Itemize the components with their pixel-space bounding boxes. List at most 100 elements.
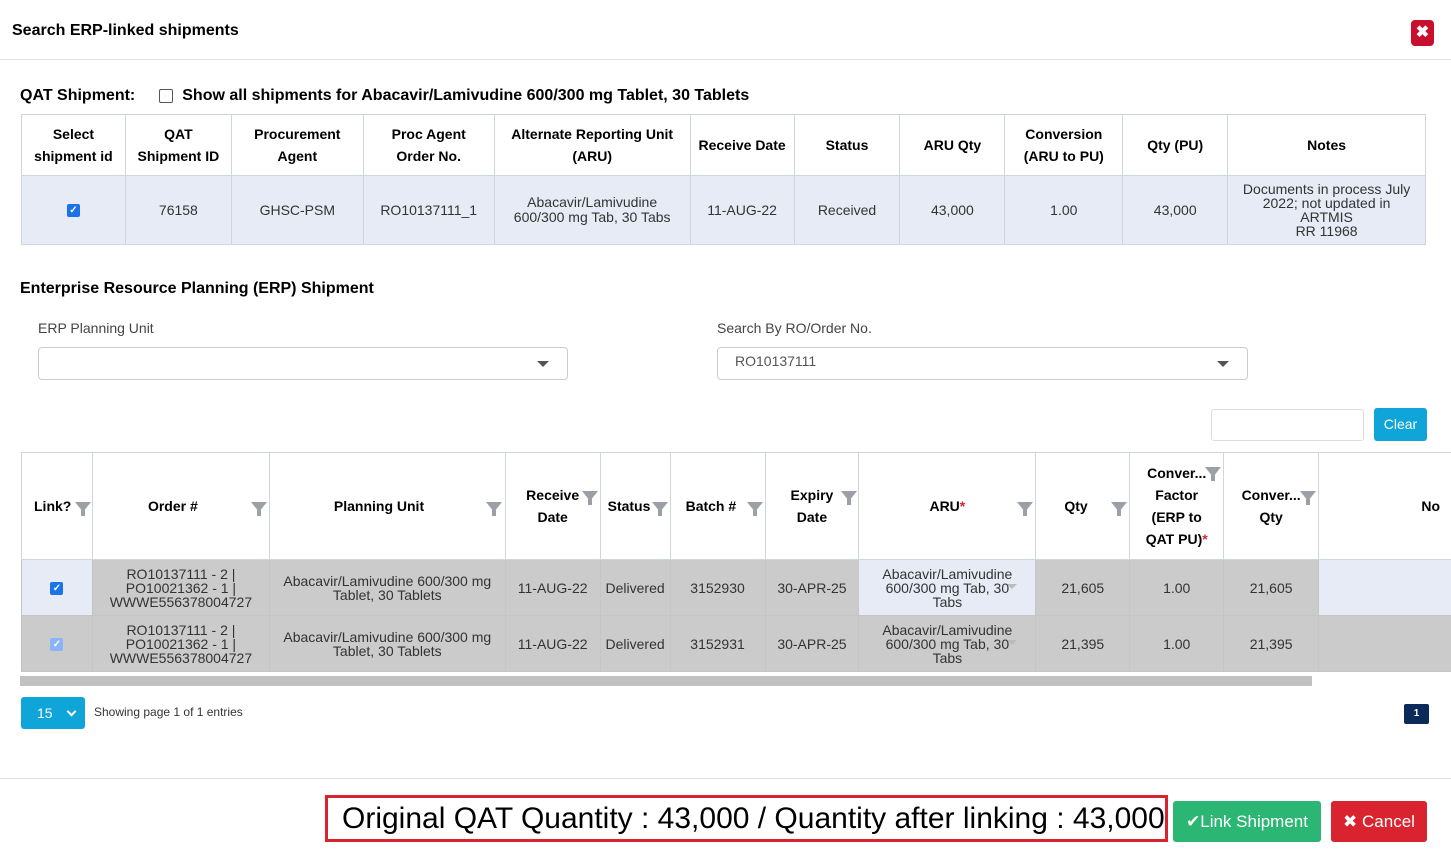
link-shipment-button[interactable]: ✔Link Shipment [1173, 801, 1321, 842]
footer-divider [0, 778, 1451, 779]
receive-date-cell: 11-AUG-22 [504, 615, 601, 672]
select-shipment-cell[interactable]: ✓ [21, 175, 126, 245]
required-marker: * [959, 498, 966, 514]
filter-icon[interactable] [75, 502, 91, 516]
filter-icon[interactable] [581, 491, 598, 505]
batch-cell: 3152930 [669, 559, 766, 616]
erp-planning-unit-select[interactable] [38, 347, 568, 380]
col-conversion-factor[interactable]: Conver... Factor (ERP to QAT PU)* [1129, 452, 1225, 560]
filter-icon[interactable] [1205, 467, 1222, 481]
link-checkbox[interactable]: ✓ [50, 637, 64, 651]
page-number-button[interactable]: 1 [1404, 704, 1429, 724]
chevron-down-icon [1007, 640, 1018, 645]
converted-qty-cell: 21,605 [1223, 559, 1320, 616]
filter-icon[interactable] [1017, 502, 1034, 516]
col-select-shipment: Select shipment id [21, 114, 126, 176]
factor-cell[interactable]: 1.00 [1129, 559, 1225, 616]
aru-text: Abacavir/Lamivudine 600/300 mg Tab, 30 T… [513, 194, 671, 225]
expiry-cell: 30-APR-25 [764, 559, 860, 616]
aru-dropdown-cell[interactable]: Abacavir/Lamivudine 600/300 mg Tab, 30 Tab… [858, 615, 1037, 672]
order-cell: RO10137111 - 2 | PO10021362 - 1 | WWWE5563… [91, 615, 270, 672]
x-icon: ✖ [1415, 24, 1430, 41]
filter-icon[interactable] [250, 502, 267, 516]
factor-cell[interactable]: 1.00 [1129, 615, 1225, 672]
conversion-cell: 1.00 [1004, 175, 1124, 245]
col-aru-qty: ARU Qty [899, 114, 1006, 176]
chevron-down-icon [1007, 584, 1018, 589]
qat-shipment-header: QAT Shipment: Show all shipments for Aba… [20, 86, 749, 106]
col-status: Status [793, 114, 901, 176]
modal-title: Search ERP-linked shipments [12, 22, 239, 39]
col-batch[interactable]: Batch # [669, 452, 766, 560]
filter-icon[interactable] [840, 491, 857, 505]
aru-qty-cell: 43,000 [899, 175, 1006, 245]
col-qat-shipment-id: QAT Shipment ID [124, 114, 232, 176]
filter-icon[interactable] [485, 502, 502, 516]
qat-shipment-table: Select shipment id QAT Shipment ID Procure… [21, 114, 1426, 245]
col-receive-date: Receive Date [689, 114, 795, 176]
notes-line: 2022; not updated in [1262, 195, 1391, 211]
col-qty-pu: Qty (PU) [1122, 114, 1229, 176]
planning-unit-cell: Abacavir/Lamivudine 600/300 mg Tablet, 30… [268, 559, 506, 616]
planning-unit-cell: Abacavir/Lamivudine 600/300 mg Tablet, 30… [268, 615, 506, 672]
order-cell: RO10137111 - 2 | PO10021362 - 1 | WWWE5563… [91, 559, 270, 616]
table-search-input[interactable] [1211, 409, 1364, 441]
pagination-info: Showing page 1 of 1 entries [94, 705, 243, 719]
col-conversion: Conversion (ARU to PU) [1004, 114, 1124, 176]
col-notes[interactable]: No [1318, 452, 1451, 560]
status-cell: Delivered [599, 615, 671, 672]
filter-icon[interactable] [1111, 502, 1128, 516]
show-all-label[interactable]: Show all shipments for Abacavir/Lamivudi… [182, 87, 750, 104]
notes-line: RR 11968 [1295, 223, 1358, 239]
notes-cell[interactable] [1318, 559, 1451, 616]
show-all-checkbox[interactable] [159, 89, 174, 103]
col-planning-unit[interactable]: Planning Unit [268, 452, 506, 560]
search-ro-label: Search By RO/Order No. [717, 320, 872, 336]
col-status[interactable]: Status [599, 452, 671, 560]
filter-icon[interactable] [651, 502, 668, 516]
select-shipment-checkbox[interactable]: ✓ [66, 204, 80, 218]
search-ro-select[interactable]: RO10137111 [717, 347, 1248, 380]
col-expiry-date[interactable]: Expiry Date [764, 452, 860, 560]
col-converted-qty[interactable]: Conver... Qty [1223, 452, 1320, 560]
page-size-select[interactable]: 15 [21, 697, 85, 729]
link-cell[interactable]: ✓ [21, 615, 93, 672]
notes-line: ARTMIS [1300, 209, 1353, 225]
table-row[interactable]: ✓ 76158 GHSC-PSM RO10137111_1 Abacavir/L… [21, 175, 1426, 245]
horizontal-scrollbar[interactable] [20, 676, 1312, 686]
col-link[interactable]: Link? [21, 452, 93, 560]
link-cell[interactable]: ✓ [21, 559, 93, 616]
qat-shipment-label: QAT Shipment: [20, 87, 136, 104]
qty-pu-cell: 43,000 [1122, 175, 1229, 245]
expiry-cell: 30-APR-25 [764, 615, 860, 672]
x-icon: ✖ [1343, 812, 1358, 831]
required-marker: * [1202, 531, 1208, 547]
col-aru: Alternate Reporting Unit (ARU) [493, 114, 691, 176]
qty-cell: 21,395 [1035, 615, 1131, 672]
erp-section-title: Enterprise Resource Planning (ERP) Shipm… [20, 280, 374, 297]
converted-qty-cell: 21,395 [1223, 615, 1320, 672]
status-cell: Received [793, 175, 901, 245]
table-row[interactable]: ✓ RO10137111 - 2 | PO10021362 - 1 | WWWE55… [21, 559, 1451, 616]
erp-shipment-table: Link? Order # Planning Unit Receive Date … [21, 452, 1451, 672]
batch-cell: 3152931 [669, 615, 766, 672]
col-order[interactable]: Order # [91, 452, 270, 560]
col-qty[interactable]: Qty [1035, 452, 1131, 560]
filter-icon[interactable] [746, 502, 763, 516]
chevron-down-icon [537, 361, 549, 367]
col-receive-date[interactable]: Receive Date [504, 452, 601, 560]
table-row[interactable]: ✓ RO10137111 - 2 | PO10021362 - 1 | WWWE55… [21, 615, 1451, 672]
cancel-button[interactable]: ✖ Cancel [1331, 801, 1427, 842]
link-checkbox[interactable]: ✓ [50, 581, 64, 595]
notes-cell: Documents in process July 2022; not upda… [1227, 175, 1426, 245]
col-aru[interactable]: ARU* [858, 452, 1037, 560]
aru-cell: Abacavir/Lamivudine 600/300 mg Tab, 30 T… [493, 175, 691, 245]
clear-button[interactable]: Clear [1374, 408, 1427, 441]
quantity-summary: Original QAT Quantity : 43,000 / Quantit… [325, 795, 1168, 842]
aru-dropdown-cell[interactable]: Abacavir/Lamivudine 600/300 mg Tab, 30 Tab… [858, 559, 1037, 616]
col-proc-agent-order: Proc Agent Order No. [362, 114, 495, 176]
notes-cell[interactable] [1318, 615, 1451, 672]
status-cell: Delivered [599, 559, 671, 616]
close-button[interactable]: ✖ [1411, 20, 1434, 46]
filter-icon[interactable] [1300, 491, 1317, 505]
